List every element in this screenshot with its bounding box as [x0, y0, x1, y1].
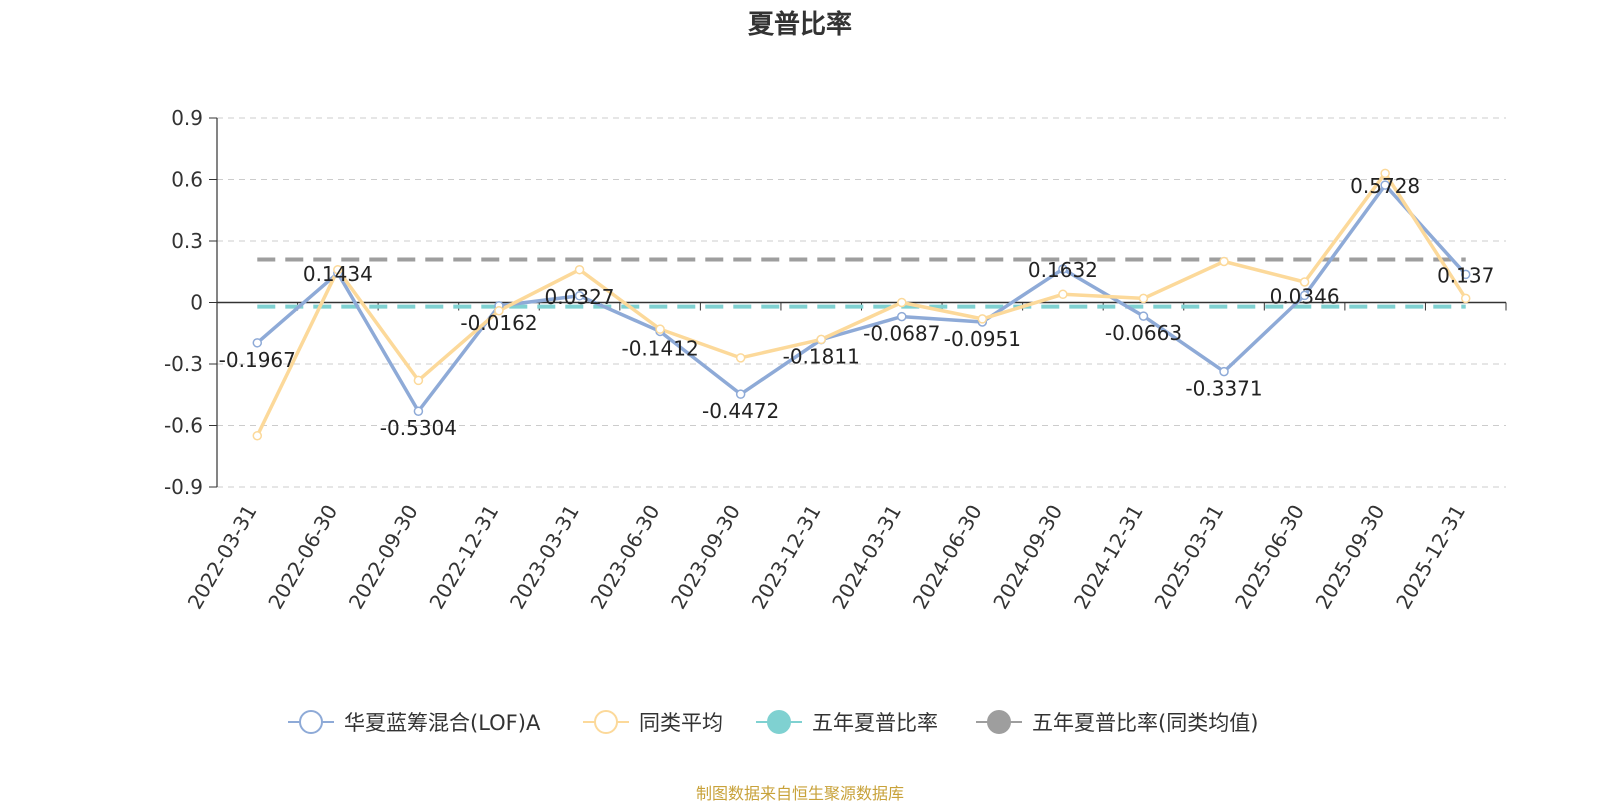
series-point-0 — [897, 311, 907, 322]
series-point-0 — [574, 291, 585, 301]
data-label: 0.5728 — [1350, 174, 1420, 198]
data-label: 0.1632 — [1028, 258, 1098, 282]
x-tick-label: 2022-03-31 — [183, 501, 262, 614]
legend-entry-label: 同类平均 — [639, 711, 723, 735]
series-point-0 — [1058, 264, 1068, 274]
series-point-0 — [735, 389, 746, 399]
series-point-1 — [1058, 289, 1068, 300]
series-point-1 — [655, 324, 665, 334]
series-point-1 — [897, 297, 907, 308]
y-tick-label: -0.9 — [164, 475, 203, 499]
x-tick-label: 2024-03-31 — [827, 501, 906, 614]
series-point-1 — [1299, 277, 1310, 287]
y-tick-label: 0.3 — [171, 229, 203, 253]
data-label: -0.0687 — [863, 322, 940, 346]
legend-entry-label: 华夏蓝筹混合(LOF)A — [344, 711, 541, 735]
series-layer — [252, 168, 1471, 441]
series-point-1 — [413, 375, 424, 386]
series-point-1 — [1219, 256, 1229, 267]
source-note: 制图数据来自恒生聚源数据库 — [695, 784, 904, 803]
series-point-0 — [1219, 366, 1229, 377]
series-point-1 — [735, 353, 746, 363]
legend-swatch-marker — [767, 710, 791, 734]
x-tick-label: 2025-06-30 — [1230, 501, 1309, 614]
data-label: -0.1412 — [621, 336, 698, 360]
series-point-0 — [252, 338, 263, 348]
data-label: -0.3371 — [1185, 377, 1262, 401]
legend-swatch-marker — [594, 710, 618, 734]
x-tick-label: 2024-09-30 — [988, 501, 1067, 614]
series-point-1 — [1460, 293, 1471, 304]
data-label: 0.137 — [1437, 263, 1494, 287]
legend-swatch-marker — [299, 710, 323, 734]
x-tick-label: 2025-12-31 — [1391, 501, 1470, 614]
x-tick-label: 2023-06-30 — [586, 501, 665, 614]
legend-entry-label: 五年夏普比率(同类均值) — [1032, 711, 1258, 735]
legend-entry-label: 五年夏普比率 — [812, 711, 938, 735]
x-tick-label: 2023-03-31 — [505, 501, 584, 614]
data-label: -0.0162 — [460, 311, 537, 335]
data-label: 0.0346 — [1270, 284, 1340, 308]
data-label: -0.0951 — [944, 327, 1021, 351]
y-tick-label: 0 — [190, 291, 203, 315]
series-point-1 — [1380, 168, 1390, 179]
series-point-1 — [333, 264, 343, 275]
x-tick-label: 2022-06-30 — [263, 501, 342, 614]
series-point-1 — [977, 314, 988, 324]
legend-swatch-marker — [987, 710, 1011, 734]
legend: 华夏蓝筹混合(LOF)A 同类平均 五年夏普比率 五年夏普比率(同类均值) — [288, 710, 1258, 735]
x-tick-label: 2025-03-31 — [1149, 501, 1228, 614]
series-point-1 — [816, 334, 826, 345]
x-tick-label: 2023-12-31 — [747, 501, 826, 614]
series-point-0 — [1299, 290, 1310, 301]
chart-title: 夏普比率 — [747, 10, 852, 40]
data-label: -0.4472 — [702, 399, 779, 423]
series-point-0 — [413, 406, 424, 416]
y-tick-label: 0.6 — [171, 168, 203, 192]
series-point-1 — [252, 431, 263, 441]
data-label: 0.1434 — [303, 262, 373, 286]
grid-layer — [217, 117, 1506, 488]
y-tick-label: -0.6 — [164, 414, 203, 438]
data-label: -0.0663 — [1105, 321, 1182, 345]
series-point-0 — [1460, 269, 1471, 280]
data-label-layer: -0.1967 0.1434 -0.5304 -0.0162 0.0327 -0.1412… — [219, 174, 1495, 440]
series-point-1 — [1138, 293, 1149, 304]
x-tick-label: 2022-09-30 — [344, 501, 423, 614]
series-point-0 — [1380, 180, 1390, 190]
series-line-0 — [256, 183, 1468, 413]
data-label: 0.0327 — [545, 285, 615, 309]
x-tick-label: 2022-12-31 — [424, 501, 503, 614]
y-tick-label: 0.9 — [171, 106, 203, 130]
series-point-1 — [494, 305, 504, 316]
x-tick-label: 2023-09-30 — [666, 501, 745, 614]
x-tick-label: 2025-09-30 — [1311, 501, 1390, 614]
x-tick-label: 2024-06-30 — [908, 501, 987, 614]
series-point-0 — [1138, 311, 1149, 321]
series-point-1 — [574, 264, 585, 275]
series-line-1 — [255, 171, 1468, 437]
x-tick-label: 2024-12-31 — [1069, 501, 1148, 614]
y-tick-label: -0.3 — [164, 352, 203, 376]
data-label: -0.1811 — [783, 345, 860, 369]
data-label: -0.5304 — [380, 416, 457, 440]
data-label: -0.1967 — [219, 348, 296, 372]
